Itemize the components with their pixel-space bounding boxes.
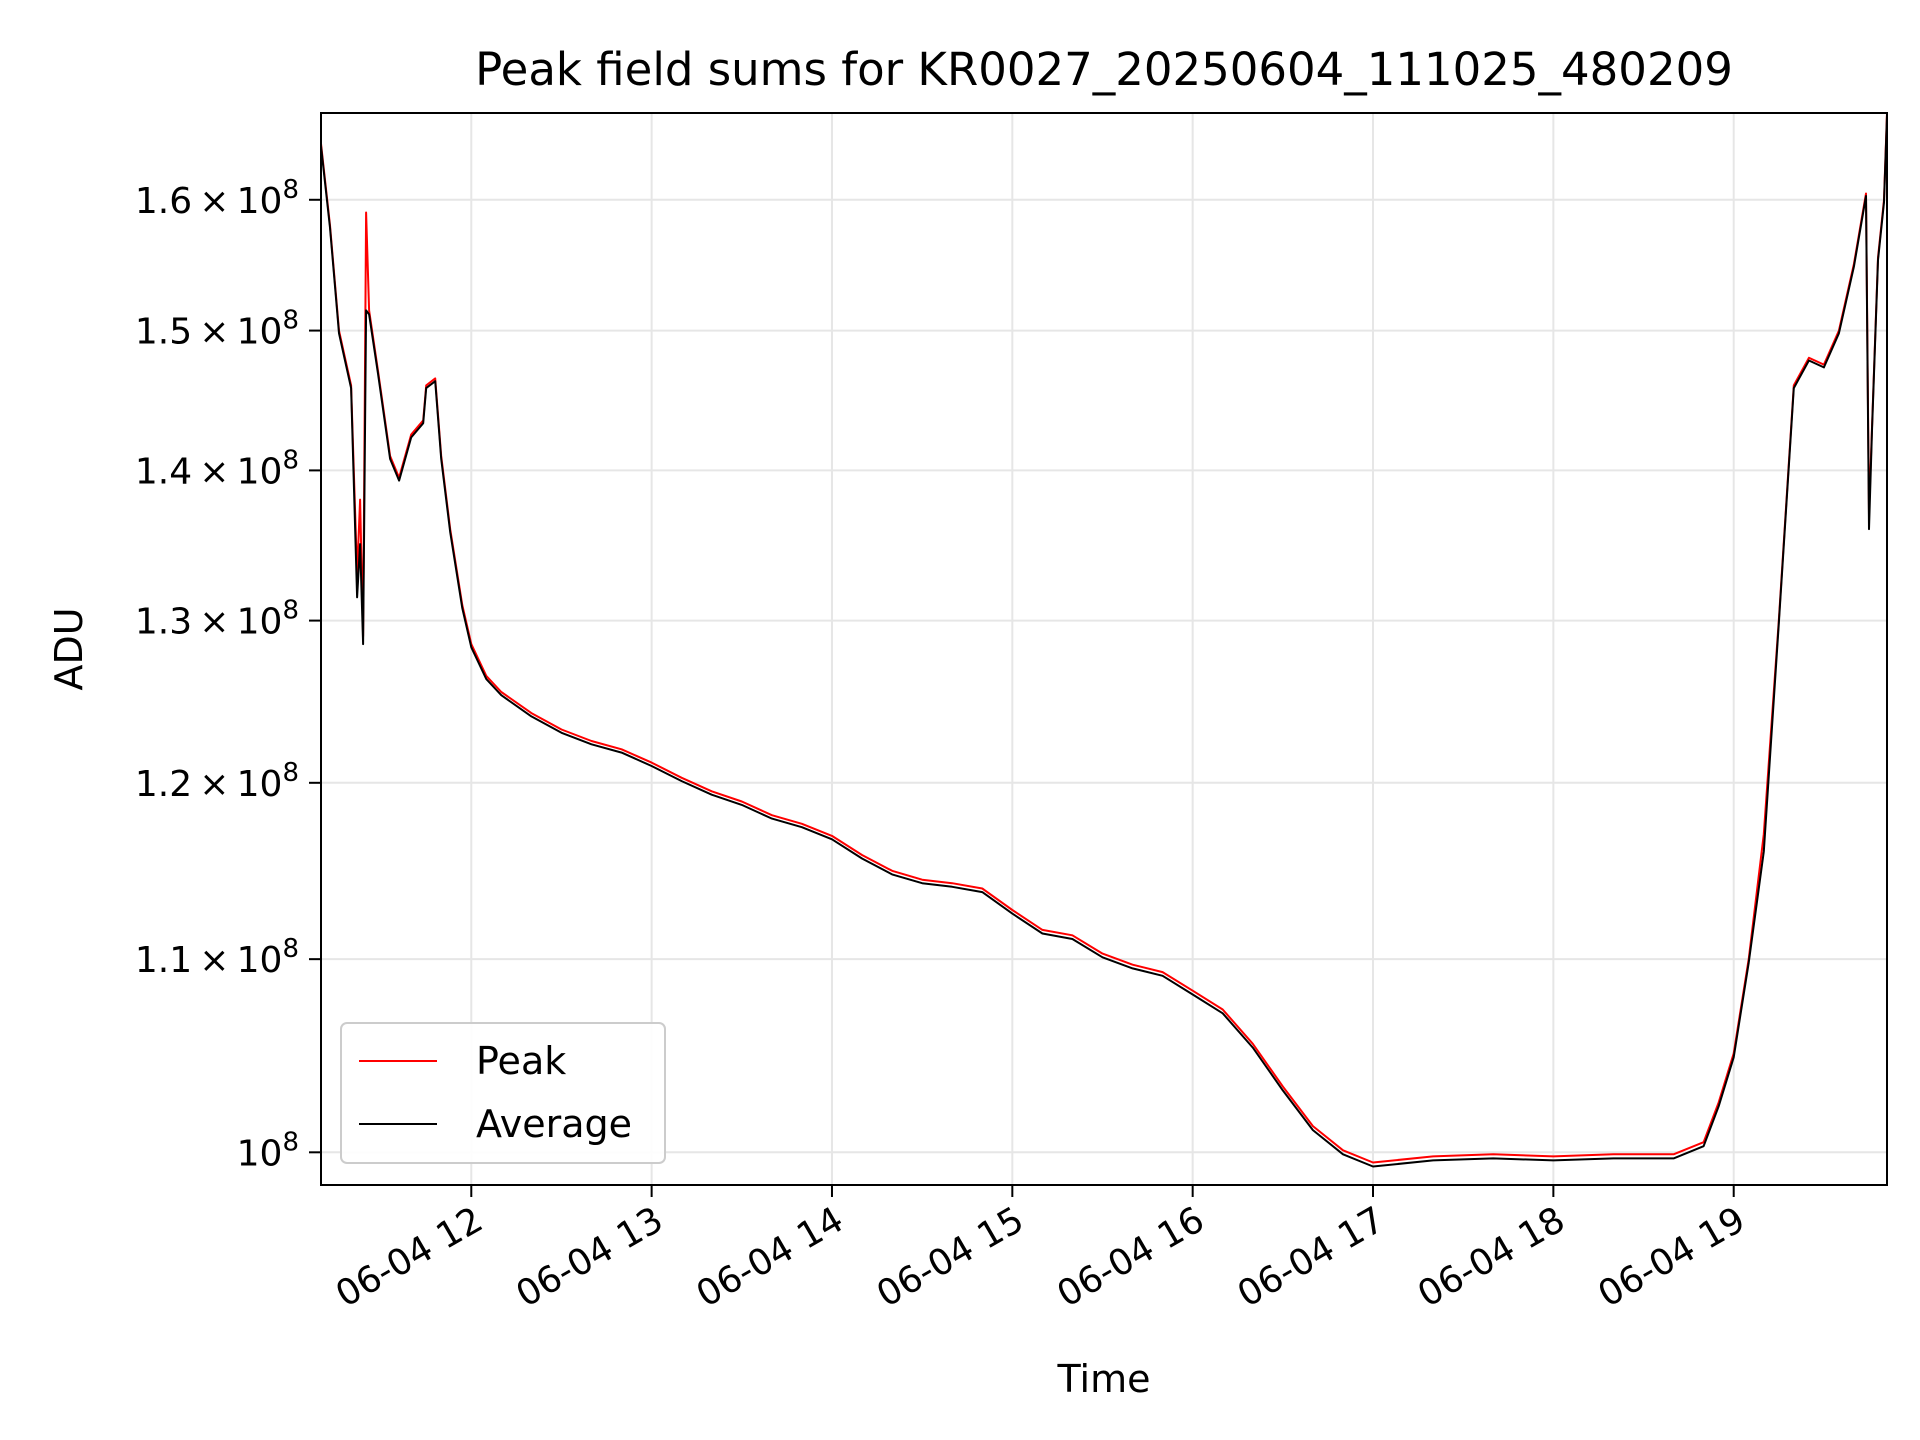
y-tick-exponent: 8	[282, 175, 299, 205]
legend: Peak Average	[340, 1022, 666, 1164]
y-tick-base: 10	[237, 764, 283, 805]
y-tick-exponent: 8	[282, 934, 299, 964]
y-tick-mantissa: 1.2 ×	[135, 764, 237, 805]
y-axis-label: ADU	[47, 607, 91, 690]
series-layer	[320, 112, 1888, 1168]
y-tick-label: 1.4 × 108	[135, 445, 299, 492]
y-tick-mantissa: 1.3 ×	[135, 602, 237, 643]
y-tick-mantissa: 1.6 ×	[135, 181, 237, 222]
grid	[321, 113, 1887, 1185]
y-tick-label: 1.6 × 108	[135, 175, 299, 222]
y-tick-mantissa: 1.4 ×	[135, 451, 237, 492]
y-tick-exponent: 8	[282, 445, 299, 475]
plot-frame	[320, 112, 1888, 1186]
y-tick-label: 1.1 × 108	[135, 934, 299, 981]
legend-label-peak: Peak	[476, 1039, 566, 1083]
y-tick-mantissa: 1.1 ×	[135, 940, 237, 981]
y-tick-label: 1.5 × 108	[135, 306, 299, 353]
legend-label-average: Average	[476, 1102, 632, 1146]
y-tick-label: 108	[237, 1127, 299, 1174]
y-tick-base: 10	[237, 940, 283, 981]
y-tick-base: 10	[237, 1133, 283, 1174]
y-tick-base: 10	[237, 181, 283, 222]
y-tick-base: 10	[237, 451, 283, 492]
series-line-average	[320, 115, 1888, 1168]
legend-box	[340, 1022, 666, 1164]
y-tick-base: 10	[237, 602, 283, 643]
y-tick-mantissa: 1.5 ×	[135, 312, 237, 353]
y-tick-exponent: 8	[282, 596, 299, 626]
y-tick-exponent: 8	[282, 1127, 299, 1157]
y-tick-label: 1.2 × 108	[135, 758, 299, 805]
y-tick-exponent: 8	[282, 758, 299, 788]
y-tick-label: 1.3 × 108	[135, 596, 299, 643]
y-tick-base: 10	[237, 312, 283, 353]
y-tick-exponent: 8	[282, 306, 299, 336]
x-axis-label: Time	[1057, 1357, 1151, 1401]
chart-title: Peak field sums for KR0027_20250604_1110…	[475, 43, 1733, 96]
